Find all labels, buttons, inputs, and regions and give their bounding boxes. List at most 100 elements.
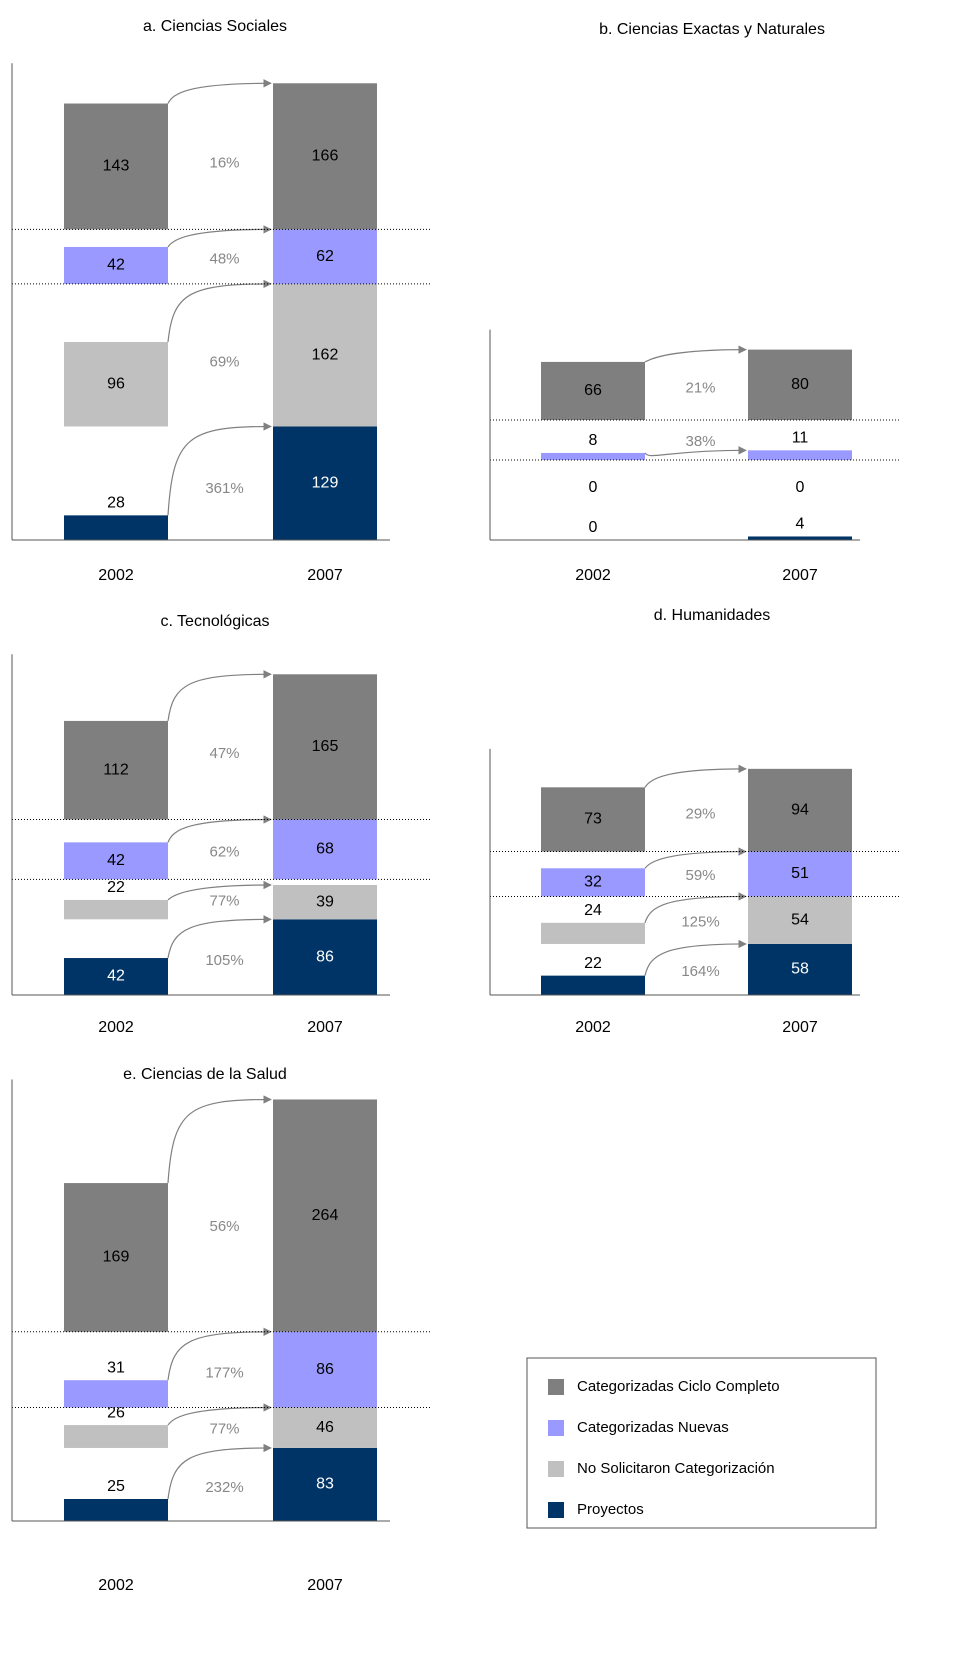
bar <box>64 1425 168 1448</box>
value-label: 83 <box>316 1476 334 1493</box>
value-label: 26 <box>107 1404 125 1421</box>
bar <box>64 515 168 540</box>
bar <box>64 246 168 284</box>
bar <box>541 868 645 897</box>
growth-label: 361% <box>205 480 243 497</box>
bar <box>64 1499 168 1521</box>
panel-title: c. Tecnológicas <box>160 613 269 630</box>
value-label: 162 <box>312 346 339 363</box>
growth-label: 62% <box>209 843 239 860</box>
bar <box>273 1447 377 1521</box>
bar <box>541 361 645 420</box>
value-label: 46 <box>316 1419 334 1436</box>
x-tick-label: 2007 <box>782 567 818 584</box>
growth-label: 47% <box>209 745 239 762</box>
growth-arrow <box>167 915 272 959</box>
legend-label: Categorizadas Ciclo Completo <box>577 1378 780 1395</box>
value-label: 86 <box>316 948 334 965</box>
growth-arrow <box>167 670 272 722</box>
bar <box>64 1183 168 1332</box>
value-label: 80 <box>791 376 809 393</box>
growth-label: 69% <box>209 353 239 370</box>
bar <box>273 674 377 820</box>
bar <box>64 1380 168 1408</box>
x-tick-label: 2007 <box>307 567 343 584</box>
growth-arrow <box>167 1095 272 1184</box>
panel-title: b. Ciencias Exactas y Naturales <box>599 21 825 38</box>
bar <box>64 899 168 920</box>
growth-label: 56% <box>209 1218 239 1235</box>
value-label: 24 <box>584 902 602 919</box>
growth-arrow <box>167 815 272 843</box>
growth-arrow <box>644 764 747 788</box>
growth-arrow <box>644 939 747 976</box>
growth-label: 21% <box>685 379 715 396</box>
growth-label: 48% <box>209 250 239 267</box>
growth-label: 77% <box>209 892 239 909</box>
bar <box>273 1407 377 1448</box>
legend-box <box>526 1357 877 1529</box>
growth-label: 105% <box>205 952 243 969</box>
growth-arrow <box>167 880 272 901</box>
value-label: 31 <box>107 1359 125 1376</box>
x-tick-label: 2002 <box>98 1577 134 1594</box>
growth-arrow <box>644 446 747 457</box>
x-tick-label: 2007 <box>782 1019 818 1036</box>
x-tick-label: 2007 <box>307 1577 343 1594</box>
bar <box>273 1331 377 1408</box>
value-label: 0 <box>796 479 805 496</box>
value-label: 94 <box>791 801 809 818</box>
growth-arrow <box>167 1443 272 1500</box>
growth-arrow <box>644 345 747 363</box>
bar <box>273 819 377 880</box>
value-label: 42 <box>107 852 125 869</box>
growth-label: 177% <box>205 1364 243 1381</box>
x-tick-label: 2007 <box>307 1019 343 1036</box>
bar <box>64 958 168 995</box>
value-label: 96 <box>107 375 125 392</box>
bar <box>541 452 645 460</box>
bar <box>541 975 645 995</box>
x-tick-label: 2002 <box>98 1019 134 1036</box>
bar <box>273 283 377 427</box>
bar <box>541 787 645 852</box>
bar <box>273 885 377 920</box>
value-label: 0 <box>589 519 598 536</box>
legend <box>526 1357 877 1529</box>
value-label: 66 <box>584 382 602 399</box>
value-label: 68 <box>316 841 334 858</box>
value-label: 62 <box>316 248 334 265</box>
bar <box>748 450 852 460</box>
value-label: 4 <box>796 516 805 533</box>
x-tick-label: 2002 <box>575 1019 611 1036</box>
bar <box>64 720 168 820</box>
value-label: 28 <box>107 495 125 512</box>
value-label: 54 <box>791 911 809 928</box>
bar <box>273 229 377 284</box>
bar <box>273 1099 377 1332</box>
legend-swatch <box>548 1379 564 1395</box>
legend-swatch <box>548 1461 564 1477</box>
value-label: 11 <box>792 430 809 447</box>
bar <box>748 943 852 995</box>
growth-arrow <box>644 892 747 924</box>
value-label: 42 <box>107 968 125 985</box>
bar <box>273 426 377 540</box>
growth-arrow <box>167 225 272 248</box>
growth-label: 232% <box>205 1479 243 1496</box>
value-label: 22 <box>584 955 602 972</box>
legend-label: No Solicitaron Categorización <box>577 1460 775 1477</box>
bar <box>748 896 852 944</box>
x-tick-label: 2002 <box>575 567 611 584</box>
value-label: 32 <box>584 874 602 891</box>
bar <box>273 83 377 230</box>
bar <box>748 349 852 420</box>
growth-label: 125% <box>681 914 719 931</box>
value-label: 165 <box>312 738 339 755</box>
panel-title: e. Ciencias de la Salud <box>123 1066 287 1083</box>
legend-label: Categorizadas Nuevas <box>577 1419 729 1436</box>
legend-swatch <box>548 1502 564 1518</box>
value-label: 73 <box>584 811 602 828</box>
